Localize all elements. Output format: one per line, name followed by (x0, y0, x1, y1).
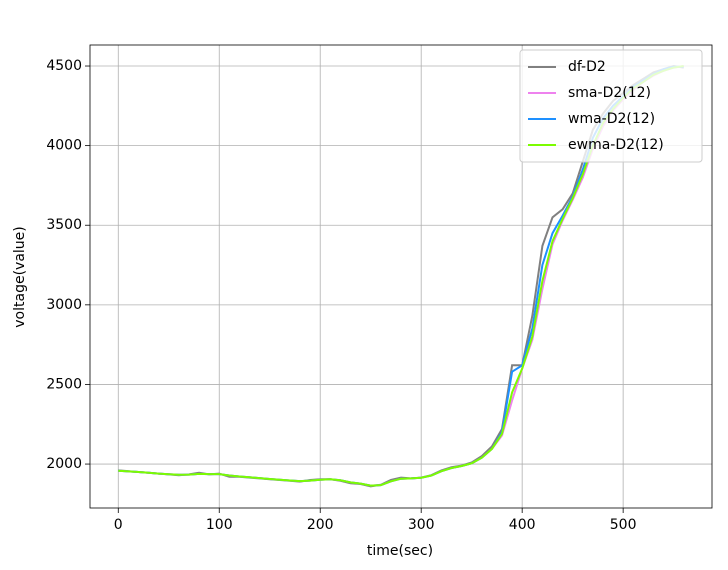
legend-box (519, 49, 703, 163)
x-axis-label: time(sec) (367, 543, 433, 559)
x-tick-label: 500 (610, 517, 637, 533)
legend-label: sma-D2(12) (568, 85, 651, 101)
legend-label: ewma-D2(12) (568, 137, 664, 153)
x-tick-label: 200 (307, 517, 334, 533)
x-tick-label: 0 (114, 517, 123, 533)
legend-label: df-D2 (568, 59, 606, 75)
x-tick-label: 400 (509, 517, 536, 533)
y-tick-label: 3500 (46, 217, 82, 233)
y-axis-label: voltage(value) (12, 226, 28, 327)
legend-label: wma-D2(12) (568, 111, 655, 127)
x-tick-label: 100 (206, 517, 233, 533)
y-tick-label: 4000 (46, 138, 82, 154)
x-tick-label: 300 (408, 517, 435, 533)
y-tick-label: 3000 (46, 297, 82, 313)
y-tick-label: 4500 (46, 58, 82, 74)
y-tick-label: 2000 (46, 456, 82, 472)
y-tick-label: 2500 (46, 376, 82, 392)
plot-frame (89, 44, 713, 509)
